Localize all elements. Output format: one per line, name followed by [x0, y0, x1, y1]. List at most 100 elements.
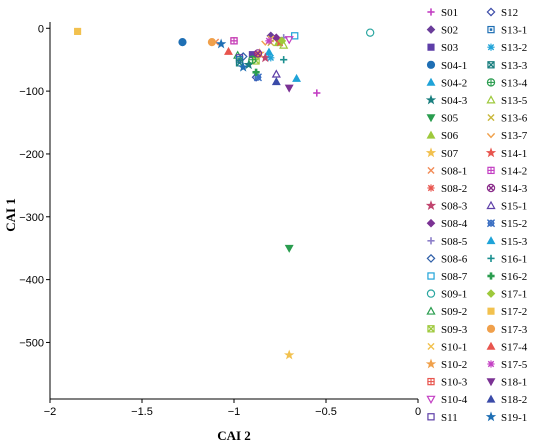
data-point: [271, 77, 281, 86]
legend-label: S13-5: [501, 95, 528, 107]
legend-marker: [427, 377, 435, 386]
data-point: [277, 36, 287, 46]
legend-item: S15-2: [486, 218, 527, 230]
y-tick-label: −200: [19, 149, 44, 161]
legend-marker: [486, 341, 496, 350]
legend-item: S08-3: [425, 200, 468, 213]
legend-item: S04-2: [426, 77, 467, 89]
legend-label: S10-4: [441, 394, 468, 406]
legend-marker: [487, 166, 495, 175]
legend-item: S11: [427, 412, 458, 424]
legend-item: S10-4: [426, 394, 468, 406]
legend-marker: [425, 147, 437, 158]
legend-item: S08-1: [427, 165, 467, 177]
legend-item: S18-2: [486, 394, 527, 406]
legend-marker: [426, 25, 436, 34]
legend-marker: [427, 8, 435, 16]
legend-marker: [487, 360, 495, 368]
data-point: [178, 38, 187, 47]
legend-label: S13-1: [501, 25, 527, 37]
legend-marker: [486, 378, 496, 387]
x-tick-label: −0.5: [315, 406, 337, 418]
legend-item: S13-7: [486, 130, 528, 142]
legend-item: S12: [486, 7, 518, 19]
legend-label: S11: [441, 412, 458, 424]
legend: S01 S02 S03 S04-1 S04-2 S04-3 S05 S06 S07 S08-1 S0…: [425, 7, 528, 424]
legend-item: S08-7: [427, 271, 468, 283]
legend-label: S08-3: [441, 201, 468, 213]
legend-label: S08-1: [441, 165, 467, 177]
legend-label: S12: [501, 7, 518, 19]
legend-label: S03: [441, 42, 459, 54]
legend-label: S18-1: [501, 377, 527, 389]
legend-item: S04-1: [426, 60, 467, 72]
data-point: [230, 37, 238, 45]
legend-item: S15-1: [486, 201, 527, 213]
legend-item: S10-1: [427, 341, 467, 353]
legend-label: S16-2: [501, 271, 527, 283]
legend-item: S16-1: [487, 253, 527, 265]
legend-item: S13-6: [487, 113, 528, 125]
legend-label: S14-1: [501, 148, 527, 160]
legend-item: S16-2: [487, 271, 527, 283]
legend-label: S06: [441, 130, 459, 142]
data-point: [280, 56, 288, 64]
y-tick-label: 0: [38, 23, 44, 35]
legend-item: S14-2: [487, 165, 527, 177]
legend-label: S17-2: [501, 306, 527, 318]
data-point: [271, 69, 281, 78]
legend-marker: [426, 306, 436, 315]
legend-label: S17-1: [501, 289, 527, 301]
legend-marker: [425, 200, 437, 210]
legend-item: S08-4: [426, 218, 468, 230]
legend-marker: [426, 395, 436, 405]
legend-marker: [426, 253, 436, 263]
legend-marker: [486, 394, 496, 403]
legend-marker: [426, 60, 436, 69]
y-ticks: 0 −100 −200 −300 −400 −500: [19, 23, 50, 349]
data-point: [207, 38, 217, 47]
data-point: [284, 349, 295, 360]
legend-item: S05: [426, 113, 459, 125]
legend-label: S04-1: [441, 60, 467, 72]
legend-marker: [427, 272, 435, 280]
legend-item: S07: [425, 147, 459, 160]
x-axis-title: CAI 2: [217, 428, 251, 443]
data-point: [292, 73, 302, 82]
legend-marker: [486, 289, 496, 298]
legend-label: S10-3: [441, 377, 468, 389]
data-point: [265, 37, 273, 45]
data-point: [215, 38, 227, 49]
legend-label: S14-3: [501, 183, 528, 195]
legend-label: S08-7: [441, 271, 468, 283]
legend-marker: [487, 61, 495, 69]
legend-label: S09-1: [441, 289, 467, 301]
data-point: [267, 54, 275, 62]
legend-label: S15-2: [501, 218, 527, 230]
data-point: [248, 55, 257, 64]
legend-label: S16-1: [501, 253, 527, 265]
legend-label: S04-2: [441, 77, 467, 89]
data-point: [238, 52, 248, 62]
legend-item: S10-3: [427, 377, 468, 389]
y-axis-title: CAI 1: [3, 198, 18, 232]
legend-label: S09-2: [441, 306, 467, 318]
legend-item: S13-2: [487, 42, 527, 54]
legend-marker: [427, 43, 435, 51]
legend-marker: [485, 147, 497, 158]
legend-item: S03: [427, 42, 459, 54]
legend-label: S08-5: [441, 236, 468, 248]
data-point: [284, 36, 294, 45]
legend-item: S17-2: [487, 306, 527, 318]
legend-marker: [487, 43, 495, 51]
legend-item: S18-1: [486, 377, 527, 389]
legend-item: S08-2: [427, 183, 467, 195]
legend-marker: [426, 114, 436, 123]
legend-label: S13-7: [501, 130, 528, 142]
legend-marker: [427, 237, 435, 245]
legend-marker: [487, 25, 495, 34]
plot-area: −2 −1.5 −1 −0.5 0 0 −100 −200 −300 −400 −500: [19, 22, 421, 418]
legend-label: S05: [441, 113, 459, 125]
legend-item: S06: [426, 130, 459, 142]
